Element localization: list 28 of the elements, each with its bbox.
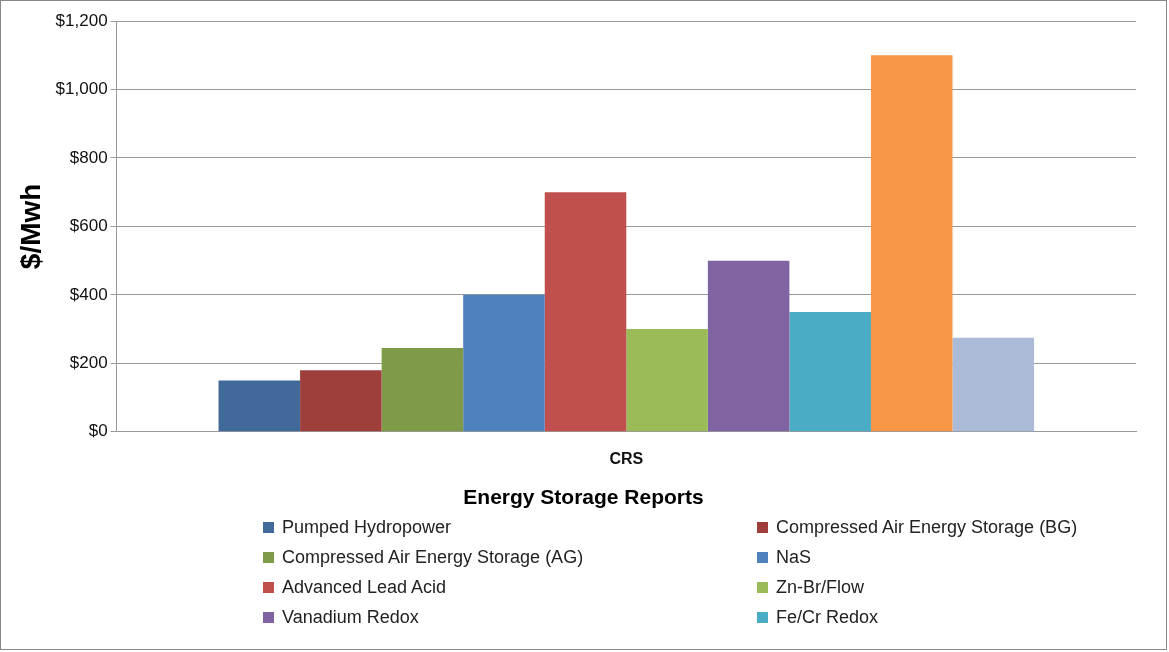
bar: [626, 329, 708, 432]
bar: [870, 55, 953, 432]
bar: [463, 294, 545, 432]
bar: [789, 311, 871, 432]
legend-label: Zn-Br/Flow: [776, 577, 865, 598]
legend-label: Compressed Air Energy Storage (AG): [282, 547, 584, 568]
bar: [544, 192, 627, 432]
legend-label: Advanced Lead Acid: [282, 577, 447, 598]
y-axis-title: $/Mwh: [14, 183, 46, 270]
legend-label: Compressed Air Energy Storage (BG): [776, 517, 1078, 538]
bar: [300, 370, 382, 432]
legend-label: Fe/Cr Redox: [776, 607, 879, 628]
legend-label: Pumped Hydropower: [282, 517, 452, 538]
bar: [952, 337, 1035, 432]
x-tick-label: CRS: [609, 449, 644, 467]
x-axis-title: Energy Storage Reports: [462, 485, 705, 509]
y-tick-label: $200: [69, 353, 108, 373]
bar: [381, 347, 464, 432]
y-tick-label: $0: [88, 421, 108, 441]
legend-label: Vanadium Redox: [282, 607, 419, 628]
y-tick-label: $800: [69, 147, 108, 167]
y-tick-label: $600: [69, 216, 108, 236]
y-tick-label: $1,000: [55, 79, 108, 99]
bar: [707, 260, 790, 432]
legend-label: NaS: [776, 547, 812, 568]
y-tick-label: $400: [69, 284, 108, 304]
bar: [218, 380, 301, 432]
y-tick-label: $1,200: [55, 10, 108, 30]
